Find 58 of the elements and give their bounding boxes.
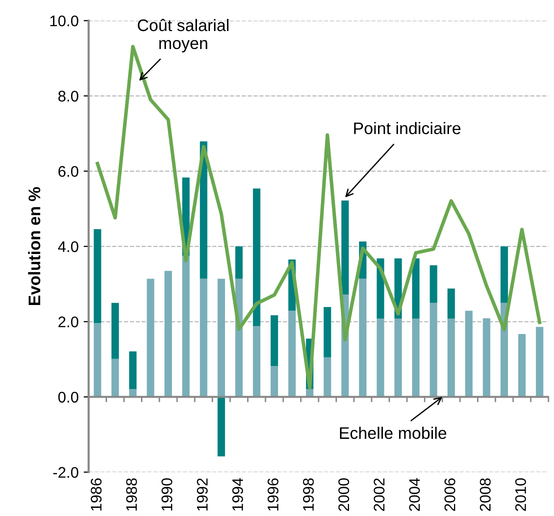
bar (394, 318, 402, 397)
bar (129, 351, 137, 389)
x-tick-label: 2000 (338, 478, 350, 511)
bar (324, 357, 332, 397)
bar (111, 358, 119, 397)
bar (218, 396, 225, 456)
bar (447, 318, 455, 397)
x-tick-label: 2008 (480, 478, 491, 511)
y-tick-label: -2.0 (53, 467, 78, 478)
bar (252, 326, 260, 397)
x-tick-label: 2004 (409, 478, 420, 511)
bar (270, 366, 278, 397)
bar (500, 246, 508, 303)
bar (376, 318, 384, 397)
bar (164, 270, 172, 397)
x-tick-label: 2006 (444, 478, 456, 511)
annotation: Coût salarial moyen (138, 18, 228, 52)
x-tick-label: 2002 (374, 478, 385, 511)
bar (324, 306, 332, 358)
bar (412, 258, 420, 319)
y-axis-title: Evolution en % (28, 187, 40, 305)
bar (182, 256, 190, 397)
bar (218, 278, 225, 397)
x-tick-label: 1986 (90, 478, 102, 511)
bar (94, 323, 102, 397)
bar (111, 302, 119, 359)
bar (465, 310, 473, 397)
x-tick-label: 1998 (302, 478, 314, 511)
bar (341, 200, 349, 295)
bar (430, 302, 438, 397)
bar (94, 229, 102, 324)
x-tick-label: 1990 (162, 478, 172, 511)
y-tick-label: 6.0 (58, 166, 78, 177)
bar (235, 246, 243, 279)
y-tick-label: 0.0 (58, 392, 78, 403)
x-tick-label: 1994 (232, 478, 244, 511)
bar (200, 278, 208, 397)
bar (536, 326, 544, 397)
y-tick-label: 8.0 (58, 90, 78, 102)
bar (359, 278, 366, 397)
x-tick-label: 1992 (196, 478, 208, 511)
bar (252, 188, 260, 326)
bar (288, 310, 296, 397)
bar (518, 334, 526, 397)
annotation: Echelle mobile (340, 426, 446, 439)
x-tick-label: 1996 (268, 478, 278, 511)
bar (430, 265, 438, 303)
bar (482, 318, 490, 397)
y-tick-label: 10.0 (50, 16, 78, 26)
bar (447, 288, 455, 319)
x-tick-label: 1988 (126, 478, 137, 511)
y-tick-label: 2.0 (58, 316, 78, 328)
bar (270, 315, 278, 366)
x-tick-label: 2010 (515, 478, 526, 511)
annotation: Point indiciaire (354, 122, 460, 134)
bar (146, 278, 154, 397)
y-tick-label: 4.0 (58, 241, 78, 252)
bar (412, 318, 420, 397)
